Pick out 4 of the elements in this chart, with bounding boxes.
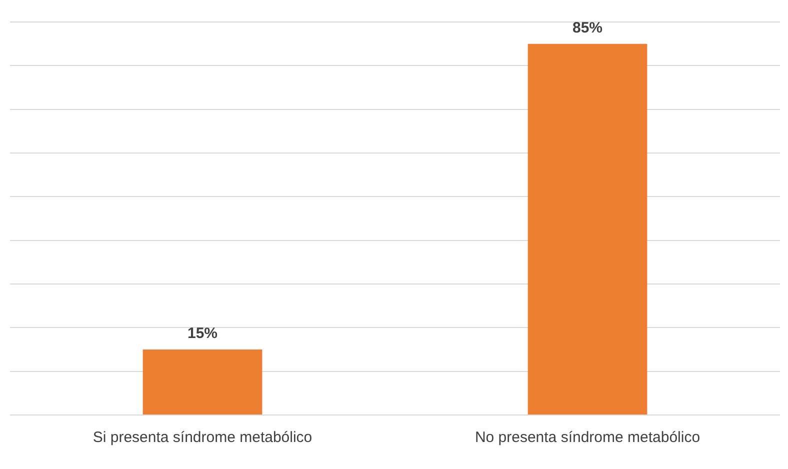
x-tick-label: Si presenta síndrome metabólico	[92, 429, 312, 446]
data-label: 15%	[187, 325, 218, 342]
x-tick-label: No presenta síndrome metabólico	[474, 429, 700, 446]
data-label: 85%	[572, 19, 603, 36]
